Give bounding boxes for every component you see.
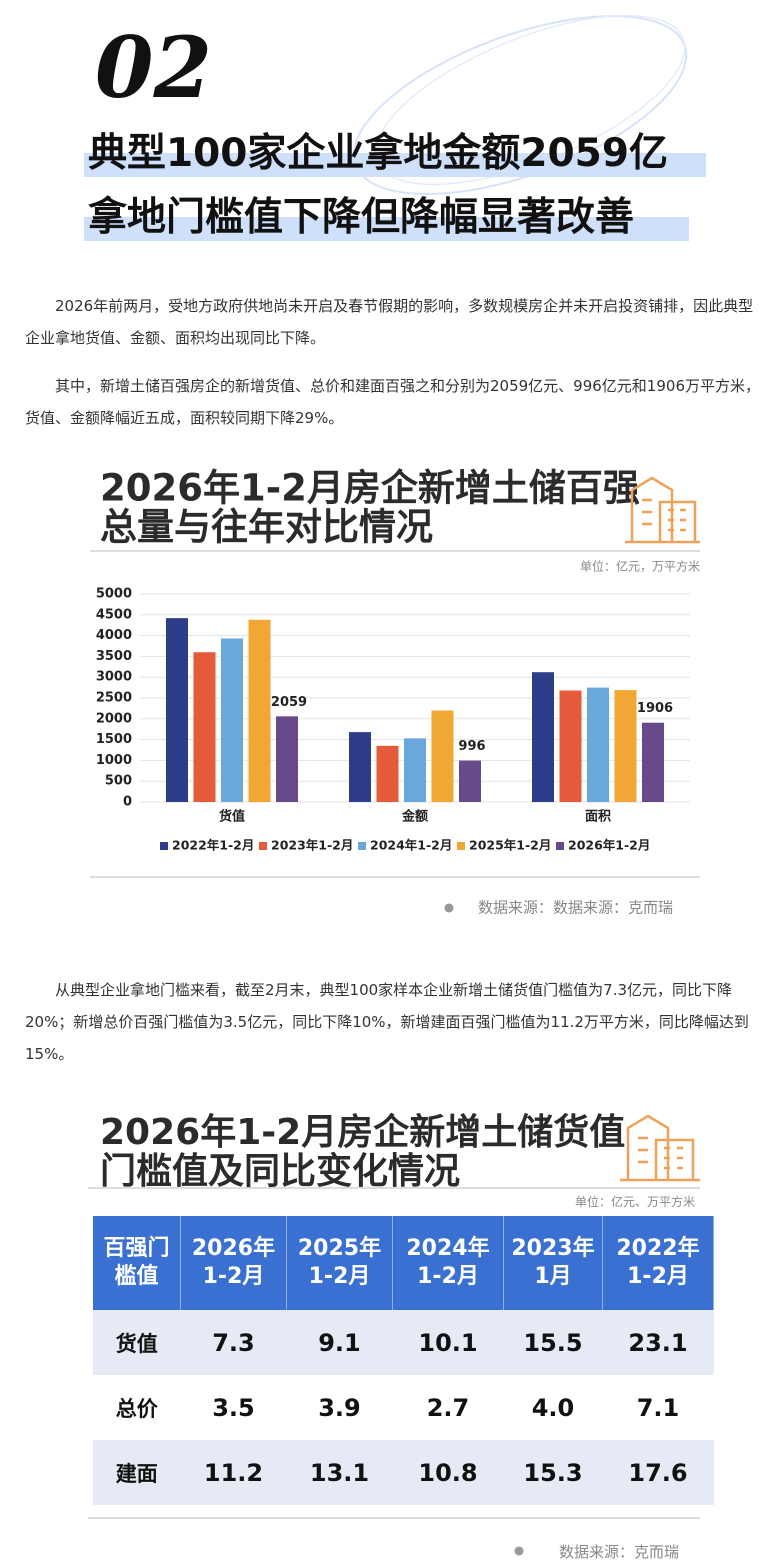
- y-tick-label: 4000: [96, 628, 132, 643]
- table-cell: 17.6: [628, 1458, 688, 1487]
- header-cell: 2026年 1-2月: [180, 1216, 287, 1310]
- legend-swatch: [556, 842, 564, 850]
- chart-title: 2026年1-2月房企新增土储百强: [100, 467, 640, 510]
- bar: [221, 638, 243, 802]
- table-cell: 建面: [115, 1461, 158, 1486]
- bar: [166, 618, 188, 802]
- table-title: 门槛值及同比变化情况: [100, 1151, 461, 1192]
- table-cell: 13.1: [309, 1458, 370, 1487]
- table-cell: 7.3: [212, 1328, 255, 1357]
- y-tick-label: 2000: [96, 711, 132, 726]
- bar: [559, 690, 582, 802]
- table-cell: 4.0: [531, 1393, 575, 1422]
- paragraph: 其中，新增土储百强房企的新增货值、总价和建面百强之和分别为2059亿元、996亿…: [25, 377, 760, 427]
- bar: [532, 672, 554, 802]
- highlight: [84, 217, 689, 241]
- bar: [614, 690, 637, 802]
- legend-label: 2025年1-2月: [469, 838, 551, 853]
- legend-label: 2026年1-2月: [568, 838, 650, 853]
- legend-swatch: [160, 842, 168, 850]
- y-tick-label: 3500: [96, 649, 132, 664]
- y-tick-label: 4500: [96, 607, 132, 622]
- headline: 典型100家企业拿地金额2059亿: [88, 131, 668, 176]
- unit: 单位：亿元，万平方米: [580, 559, 700, 574]
- paragraph: 2026年前两月，受地方政府供地尚未开启及春节假期的影响，多数规模房企并未开启投…: [25, 297, 754, 347]
- table-cell: 23.1: [628, 1328, 688, 1357]
- table-cell: 2.7: [426, 1393, 470, 1422]
- y-tick-label: 0: [123, 795, 132, 810]
- table-cell: 7.1: [636, 1393, 680, 1422]
- bar: [459, 760, 481, 802]
- headline: 拿地门槛值下降但降幅显著改善: [88, 195, 635, 240]
- legend-label: 2023年1-2月: [271, 838, 353, 853]
- bar: [193, 652, 216, 802]
- bar: [431, 710, 454, 802]
- building-icon: [625, 476, 700, 544]
- data-label: 2059: [271, 695, 307, 710]
- bar: [376, 745, 399, 802]
- table-cell: 总价: [115, 1396, 158, 1421]
- bar: [276, 716, 298, 802]
- source: 数据来源：数据来源：克而瑞: [478, 899, 673, 917]
- legend-label: 2024年1-2月: [370, 838, 452, 853]
- data-label: 996: [458, 739, 485, 754]
- bullet: [444, 903, 454, 913]
- legend-swatch: [358, 842, 366, 850]
- header-cell: 2022年 1-2月: [602, 1216, 714, 1310]
- x-tick-label: 货值: [219, 809, 245, 825]
- table-cell: 货值: [115, 1331, 158, 1356]
- y-tick-label: 1500: [96, 732, 132, 747]
- y-tick-label: 2500: [96, 691, 132, 706]
- header-cell: 百强门 槛值: [93, 1216, 181, 1310]
- highlight: [84, 153, 706, 177]
- table-row: 建面 11.2 13.1 10.8 15.3 17.6: [93, 1440, 714, 1505]
- y-tick-label: 1000: [96, 753, 132, 768]
- table-cell: 3.9: [318, 1393, 361, 1422]
- y-tick-label: 3000: [96, 670, 132, 685]
- y-tick-label: 500: [105, 774, 132, 789]
- y-tick-label: 5000: [96, 587, 132, 602]
- bar: [642, 722, 664, 802]
- chart: 2026年1-2月房企新增土储百强 总量与往年对比情况 单位：亿元，万平方米 数…: [90, 467, 700, 917]
- table-row: 货值 7.3 9.1 10.1 15.5 23.1: [93, 1310, 714, 1375]
- bar: [248, 619, 271, 802]
- x-tick-label: 面积: [585, 809, 611, 825]
- unit: 单位：亿元、万平方米: [574, 1195, 695, 1209]
- header-cell: 2025年 1-2月: [286, 1216, 393, 1310]
- header-row: 百强门 槛值 2026年 1-2月 2025年 1-2月 2024年 1-2月 2023…: [93, 1216, 714, 1310]
- source: 数据来源：克而瑞: [559, 1543, 680, 1561]
- table-cell: 3.5: [212, 1393, 255, 1422]
- threshold-table: 百强门 槛值 2026年 1-2月 2025年 1-2月 2024年 1-2月 2023…: [93, 1216, 714, 1505]
- data-label: 1906: [637, 701, 673, 716]
- table-cell: 11.2: [203, 1458, 264, 1487]
- header-cell: 2023年 1月: [503, 1216, 603, 1310]
- legend-label: 2022年1-2月: [172, 838, 254, 853]
- table-row: 总价 3.5 3.9 2.7 4.0 7.1: [93, 1375, 714, 1440]
- table-cell: 10.1: [418, 1328, 478, 1357]
- x-tick-label: 金额: [401, 809, 428, 825]
- bar: [349, 732, 371, 802]
- table-cell: 15.3: [523, 1458, 583, 1487]
- chart-title: 总量与往年对比情况: [100, 506, 433, 549]
- legend-swatch: [457, 842, 465, 850]
- legend-swatch: [259, 842, 267, 850]
- bar: [587, 687, 609, 802]
- table-cell: 9.1: [318, 1328, 361, 1357]
- table-cell: 10.8: [418, 1458, 478, 1487]
- table-title: 2026年1-2月房企新增土储货值: [100, 1112, 626, 1153]
- paragraph: 从典型企业拿地门槛来看，截至2月末，典型100家样本企业新增土储货值门槛值为7.…: [25, 981, 749, 1063]
- table-decor: [88, 1114, 700, 1556]
- bar: [404, 738, 426, 802]
- table-cell: 15.5: [523, 1328, 583, 1357]
- header-cell: 2024年 1-2月: [392, 1216, 504, 1310]
- section-number: 02: [95, 18, 212, 117]
